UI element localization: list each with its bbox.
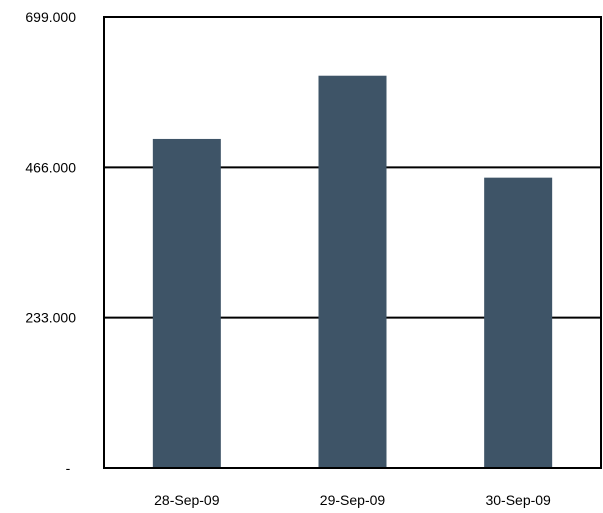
bar — [484, 177, 553, 468]
x-category-label: 30-Sep-09 — [485, 492, 551, 508]
x-category-label: 29-Sep-09 — [320, 492, 386, 508]
y-tick-label: 699.000 — [25, 9, 76, 25]
y-axis-labels: - 233.000 466.000 699.000 — [25, 9, 76, 476]
x-category-label: 28-Sep-09 — [154, 492, 220, 508]
x-axis-labels: 28-Sep-09 29-Sep-09 30-Sep-09 — [154, 492, 551, 508]
y-tick-label: - — [66, 460, 71, 476]
y-tick-label: 233.000 — [25, 310, 76, 326]
bars — [152, 75, 553, 469]
bar — [152, 138, 221, 468]
y-tick-label: 466.000 — [25, 159, 76, 175]
bar — [318, 75, 387, 469]
plot-frame — [103, 16, 602, 469]
